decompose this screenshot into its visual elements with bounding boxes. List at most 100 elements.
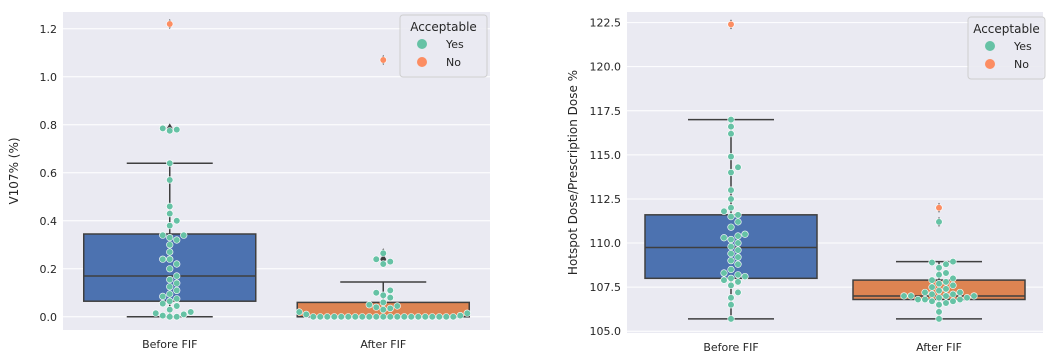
data-point <box>727 274 735 282</box>
data-point <box>386 304 394 313</box>
data-point <box>173 279 181 287</box>
y-tick-label: 112.5 <box>590 193 622 206</box>
data-point <box>727 315 735 323</box>
data-point <box>935 294 943 302</box>
data-point <box>442 313 450 321</box>
left-chart-panel: 0.0 0.2 0.4 0.6 0.8 1.0 1.2 V107% (%) Before FIF… <box>7 12 490 351</box>
data-point <box>187 308 195 316</box>
data-point <box>720 234 728 242</box>
data-point <box>166 127 174 135</box>
legend-marker <box>417 39 427 49</box>
data-point <box>727 281 735 289</box>
data-point <box>463 309 471 317</box>
data-point <box>734 271 742 279</box>
data-point <box>166 202 174 210</box>
data-point <box>166 248 174 256</box>
data-point <box>727 20 735 28</box>
data-point <box>379 298 387 307</box>
data-point <box>727 301 735 309</box>
data-point <box>727 153 735 161</box>
y-tick-label: 0.2 <box>40 263 58 276</box>
x-tick-label: Before FIF <box>142 338 197 351</box>
data-point <box>393 313 401 321</box>
y-tick-label: 1.0 <box>40 71 58 84</box>
data-point <box>949 297 957 305</box>
data-point <box>907 292 915 300</box>
data-point <box>358 313 366 321</box>
data-point <box>386 294 394 302</box>
data-point <box>166 210 174 218</box>
data-point <box>928 290 936 298</box>
data-point <box>949 281 957 289</box>
data-point <box>166 20 174 28</box>
data-point <box>180 310 188 319</box>
y-tick-label: 0.0 <box>40 311 58 324</box>
data-point <box>166 265 174 273</box>
data-point <box>727 130 735 138</box>
data-point <box>379 249 387 257</box>
data-point <box>734 218 742 226</box>
data-point <box>316 313 324 321</box>
data-point <box>727 204 735 212</box>
right-chart-panel: 105.0 107.5 110.0 112.5 115.0 117.5 120.0 122.5… <box>566 12 1046 354</box>
data-point <box>942 285 950 293</box>
y-tick-label: 0.4 <box>40 215 58 228</box>
data-point <box>935 301 943 309</box>
y-tick-label: 117.5 <box>590 105 622 118</box>
data-point <box>166 234 174 242</box>
data-point <box>166 159 174 167</box>
data-point <box>159 124 167 132</box>
data-point <box>727 223 735 231</box>
data-point <box>727 212 735 221</box>
y-tick-label: 1.2 <box>40 23 58 36</box>
data-point <box>330 313 338 321</box>
data-point <box>935 271 943 279</box>
legend-label: No <box>1014 58 1029 71</box>
y-tick-label: 0.8 <box>40 119 58 132</box>
y-tick-label: 122.5 <box>590 17 622 30</box>
data-point <box>372 313 380 321</box>
data-point <box>449 313 457 321</box>
data-point <box>372 289 380 297</box>
y-tick-label: 105.0 <box>590 325 622 338</box>
data-point <box>914 295 922 304</box>
data-point <box>386 313 394 321</box>
data-point <box>928 283 936 291</box>
y-tick-label: 120.0 <box>590 61 622 74</box>
data-point <box>386 258 394 266</box>
legend-label: Yes <box>445 38 464 51</box>
data-point <box>734 163 742 171</box>
data-point <box>365 301 373 309</box>
data-point <box>400 313 408 321</box>
data-point <box>166 290 174 298</box>
data-point <box>173 313 181 321</box>
data-point <box>166 255 174 263</box>
data-point <box>935 287 943 295</box>
data-point <box>337 313 345 321</box>
y-tick-label: 110.0 <box>590 237 622 250</box>
data-point <box>942 260 950 268</box>
y-axis-label: Hotspot Dose/Prescription Dose % <box>566 70 580 275</box>
y-tick-label: 115.0 <box>590 149 622 162</box>
data-point <box>734 288 742 297</box>
data-point <box>351 313 359 321</box>
data-point <box>963 294 971 302</box>
data-point <box>949 290 957 298</box>
data-point <box>727 186 735 194</box>
legend-marker <box>985 59 995 69</box>
data-point <box>935 218 943 226</box>
x-tick-label: Before FIF <box>703 341 758 354</box>
data-point <box>372 255 380 263</box>
data-point <box>727 257 735 265</box>
data-point <box>456 312 464 320</box>
data-point <box>727 265 735 274</box>
data-point <box>309 313 317 321</box>
data-point <box>727 168 735 177</box>
data-point <box>159 300 167 308</box>
data-point <box>365 313 373 321</box>
data-point <box>727 195 735 203</box>
data-point <box>949 257 957 266</box>
data-point <box>734 211 742 219</box>
data-point <box>942 299 950 307</box>
data-point <box>166 306 174 314</box>
